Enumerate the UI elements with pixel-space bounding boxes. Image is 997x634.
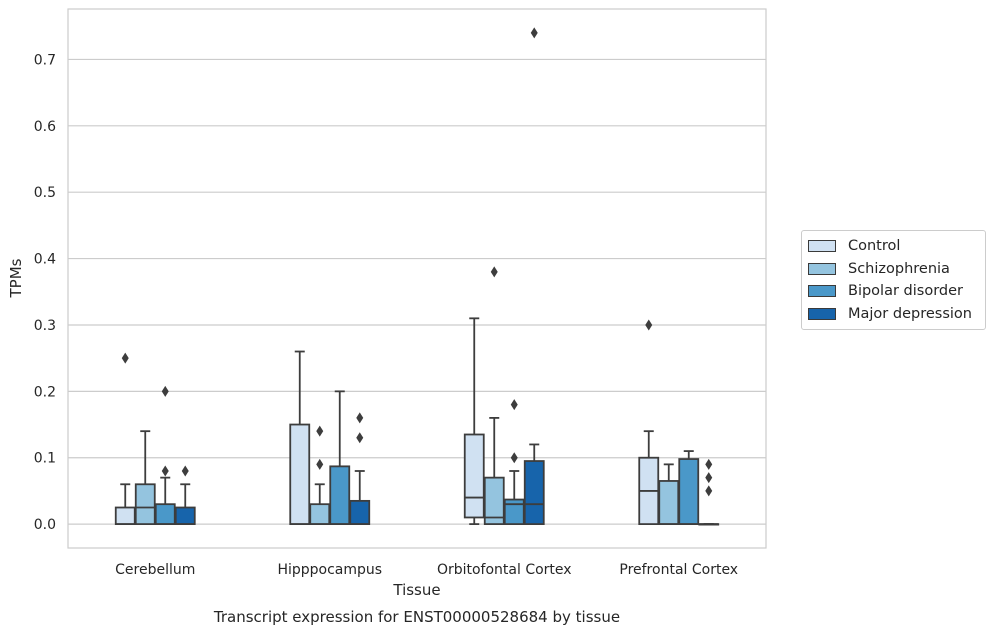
legend-swatch-control	[808, 240, 836, 253]
outlier-point	[356, 412, 364, 424]
y-tick-label: 0.2	[34, 384, 56, 400]
box	[134, 430, 156, 526]
box-body	[503, 498, 525, 526]
x-axis-ticks: Cerebellum Hipppocampus Orbitofontal Corte…	[115, 562, 738, 578]
box-body	[309, 503, 331, 526]
outlier-point	[530, 27, 538, 39]
box	[483, 266, 505, 526]
legend-item-bipolar-disorder: Bipolar disorder	[808, 280, 979, 303]
box	[289, 350, 311, 526]
legend-label: Bipolar disorder	[848, 283, 963, 300]
y-axis-ticks: 0.0 0.1 0.2 0.3 0.4 0.5 0.6 0.7	[34, 52, 56, 533]
outlier-point	[510, 452, 518, 464]
chart-caption: Transcript expression for ENST0000052868…	[213, 608, 620, 626]
outlier-point	[705, 458, 713, 470]
box-body	[114, 506, 136, 526]
outlier-point	[316, 458, 324, 470]
series-control	[114, 317, 660, 526]
y-tick-label: 0.6	[34, 119, 56, 135]
x-tick-label: Cerebellum	[115, 562, 195, 578]
series-schizophrenia	[134, 266, 680, 526]
outlier-point	[121, 352, 129, 364]
y-tick-label: 0.4	[34, 252, 56, 268]
y-tick-label: 0.7	[34, 52, 56, 68]
box-body	[174, 506, 196, 526]
outlier-point	[161, 465, 169, 477]
box-body	[289, 423, 311, 526]
box	[309, 425, 331, 526]
box	[329, 390, 351, 526]
box	[523, 27, 545, 526]
outlier-point	[161, 385, 169, 397]
plot-area-frame	[67, 8, 767, 549]
y-tick-label: 0.0	[34, 517, 56, 533]
box-body	[329, 465, 351, 526]
box-body	[154, 503, 176, 526]
box	[114, 352, 136, 526]
legend-label: Schizophrenia	[848, 260, 950, 277]
box	[349, 412, 371, 526]
outlier-point	[645, 319, 653, 331]
y-tick-label: 0.5	[34, 185, 56, 201]
legend-item-control: Control	[808, 235, 979, 258]
box	[463, 317, 485, 526]
box-body	[134, 483, 156, 526]
box-body	[483, 476, 505, 526]
legend-label: Control	[848, 238, 901, 255]
y-axis-title: TPMs	[7, 258, 25, 298]
outlier-point	[356, 432, 364, 444]
legend-swatch-bipolar-disorder	[808, 285, 836, 298]
box	[698, 458, 720, 526]
y-tick-label: 0.1	[34, 451, 56, 467]
legend-swatch-major-depression	[808, 307, 836, 320]
box-body	[523, 460, 545, 526]
y-tick-label: 0.3	[34, 318, 56, 334]
legend: Control Schizophrenia Bipolar disorder M…	[801, 230, 986, 330]
outlier-point	[490, 266, 498, 278]
box	[658, 463, 680, 526]
x-tick-label: Prefrontal Cortex	[619, 562, 738, 578]
series-major-depression	[174, 27, 720, 526]
outlier-point	[316, 425, 324, 437]
legend-item-schizophrenia: Schizophrenia	[808, 258, 979, 281]
box-body	[678, 458, 700, 526]
outlier-point	[181, 465, 189, 477]
outlier-point	[705, 485, 713, 497]
box-plot-series	[114, 27, 720, 526]
x-axis-title: Tissue	[392, 581, 440, 599]
box-body	[463, 433, 485, 519]
box-body	[658, 480, 680, 526]
box	[174, 465, 196, 526]
series-bipolar-disorder	[154, 385, 700, 526]
x-tick-label: Orbitofontal Cortex	[437, 562, 572, 578]
box	[154, 385, 176, 526]
outlier-point	[510, 399, 518, 411]
legend-label: Major depression	[848, 305, 972, 322]
box	[638, 319, 660, 526]
box	[503, 399, 525, 526]
outlier-point	[705, 472, 713, 484]
box	[678, 450, 700, 526]
legend-swatch-schizophrenia	[808, 262, 836, 275]
box-body	[349, 499, 371, 526]
legend-item-major-depression: Major depression	[808, 303, 979, 326]
grid-lines	[68, 58, 766, 525]
x-tick-label: Hipppocampus	[277, 562, 382, 578]
